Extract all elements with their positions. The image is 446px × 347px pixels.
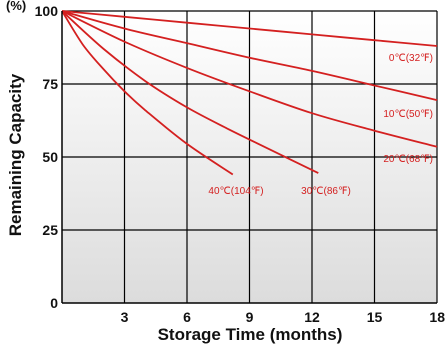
- series-line-2: [61, 10, 438, 148]
- data-series: [61, 10, 438, 176]
- y-tick-label: 75: [42, 76, 58, 92]
- series-line-0: [61, 10, 438, 47]
- axes: [61, 11, 437, 304]
- series-label-4: 40℃(104℉): [208, 186, 263, 197]
- x-axis-title: Storage Time (months): [158, 325, 343, 344]
- tick-labels: 3 6 9 12 15 18 100 75 50 25 0: [35, 3, 446, 325]
- series-label-0: 0℃(32℉): [389, 53, 433, 64]
- x-tick-label: 15: [367, 309, 383, 325]
- y-tick-label: 50: [42, 149, 58, 165]
- y-unit-label: (%): [6, 0, 26, 13]
- y-tick-label: 25: [42, 222, 58, 238]
- series-line-1: [61, 10, 438, 101]
- series-line-3: [61, 10, 319, 174]
- x-tick-label: 18: [429, 309, 445, 325]
- series-labels: 0℃(32℉) 10℃(50℉) 20℃(68℉) 30℃(86℉) 40℃(104℉): [208, 53, 433, 197]
- series-line-4: [61, 10, 234, 176]
- x-tick-label: 6: [183, 309, 191, 325]
- series-label-3: 30℃(86℉): [301, 186, 351, 197]
- y-tick-label: 100: [35, 3, 59, 19]
- x-tick-label: 3: [121, 309, 129, 325]
- y-axis-title: Remaining Capacity: [6, 73, 25, 236]
- x-tick-label: 9: [246, 309, 254, 325]
- series-label-1: 10℃(50℉): [383, 109, 433, 120]
- y-tick-label: 0: [50, 295, 58, 311]
- x-tick-label: 12: [304, 309, 320, 325]
- series-label-2: 20℃(68℉): [383, 154, 433, 165]
- grid-lines: [62, 10, 438, 303]
